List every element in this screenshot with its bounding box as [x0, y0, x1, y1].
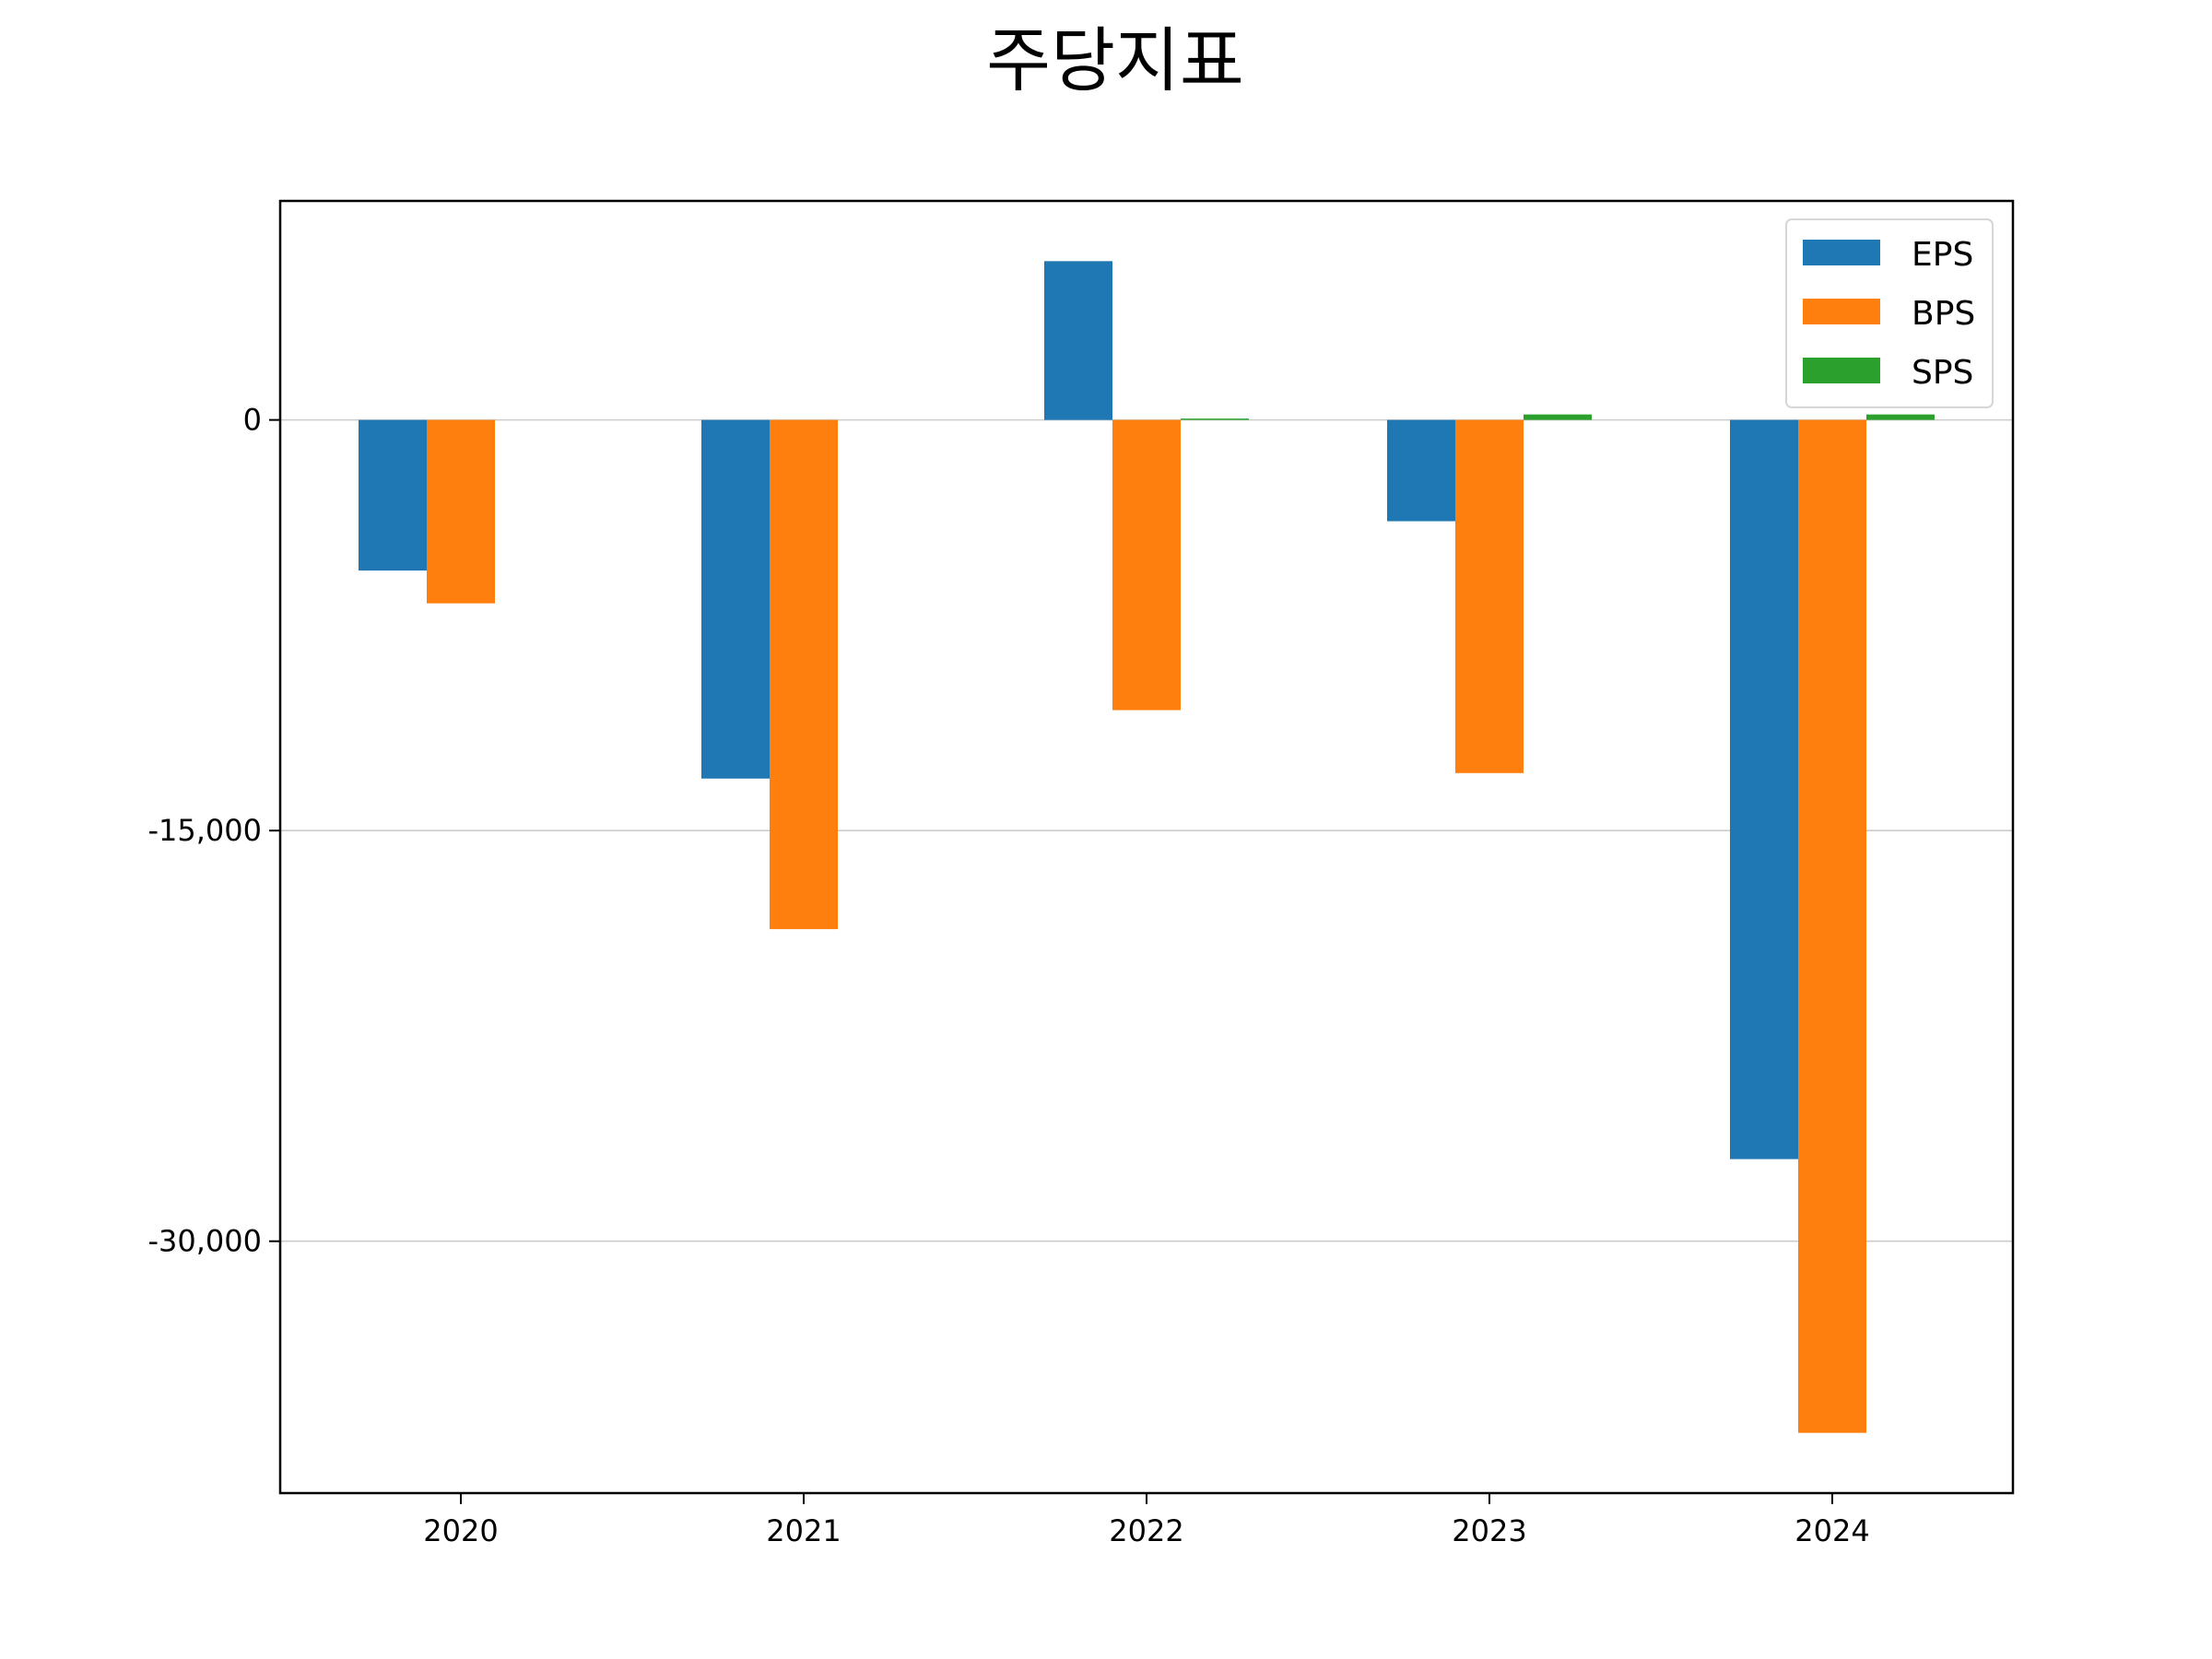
bar-bps-2020	[427, 419, 495, 604]
x-tick-label-2024: 2024	[1794, 1513, 1869, 1548]
legend-label-sps: SPS	[1912, 354, 1973, 392]
x-tick-label-2023: 2023	[1452, 1513, 1526, 1548]
bar-bps-2022	[1112, 419, 1181, 711]
bar-eps-2023	[1387, 419, 1455, 522]
chart-title: 주당지표	[986, 19, 1244, 101]
legend-label-bps: BPS	[1912, 295, 1975, 333]
bar-eps-2020	[359, 419, 427, 571]
bar-sps-2024	[1866, 414, 1935, 420]
bar-bps-2021	[770, 419, 838, 930]
legend-swatch-eps	[1803, 240, 1880, 265]
legend-label-eps: EPS	[1912, 236, 1973, 274]
y-axis: 0 -15,000 -30,000	[147, 403, 280, 1259]
bars	[359, 261, 1935, 1433]
x-tick-label-2021: 2021	[766, 1513, 841, 1548]
legend: EPS BPS SPS	[1785, 218, 1994, 408]
y-tick-label-2: -30,000	[147, 1224, 262, 1259]
y-tick-label-1: -15,000	[147, 813, 262, 848]
bar-sps-2023	[1524, 414, 1592, 420]
bar-eps-2021	[701, 419, 770, 779]
x-tick-label-2022: 2022	[1109, 1513, 1183, 1548]
bar-eps-2022	[1044, 261, 1112, 420]
legend-swatch-sps	[1803, 358, 1880, 383]
legend-swatch-bps	[1803, 299, 1880, 324]
bar-bps-2024	[1798, 419, 1866, 1433]
bar-sps-2022	[1181, 418, 1249, 420]
x-axis: 2020 2021 2022 2023 2024	[423, 1493, 1870, 1548]
y-tick-label-0: 0	[243, 403, 262, 438]
bar-bps-2023	[1455, 419, 1524, 773]
x-tick-label-2020: 2020	[423, 1513, 498, 1548]
bar-eps-2024	[1730, 419, 1798, 1159]
